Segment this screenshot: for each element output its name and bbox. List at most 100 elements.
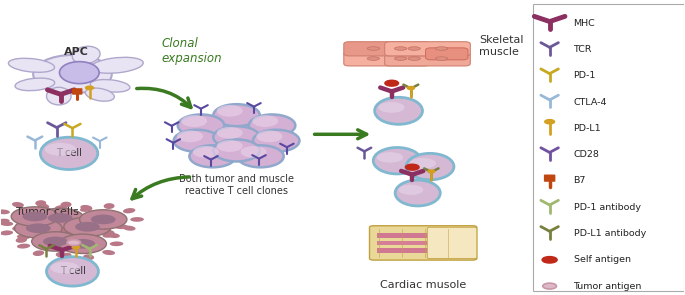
Ellipse shape [216, 105, 242, 117]
Ellipse shape [110, 241, 123, 246]
Text: B7: B7 [573, 176, 586, 186]
Ellipse shape [406, 153, 454, 180]
Ellipse shape [82, 239, 96, 244]
Ellipse shape [40, 137, 98, 170]
Text: CD28: CD28 [573, 150, 599, 159]
Text: Cardiac musole: Cardiac musole [380, 281, 466, 291]
Text: T cell: T cell [56, 148, 82, 158]
Ellipse shape [0, 230, 13, 235]
FancyArrowPatch shape [132, 177, 189, 199]
Ellipse shape [54, 223, 67, 228]
Text: CTLA-4: CTLA-4 [573, 98, 607, 106]
Ellipse shape [36, 208, 84, 228]
Text: PD-L1: PD-L1 [573, 124, 601, 133]
Ellipse shape [81, 228, 92, 234]
Ellipse shape [75, 222, 100, 232]
Ellipse shape [0, 219, 10, 224]
Ellipse shape [16, 214, 27, 219]
Ellipse shape [0, 221, 13, 226]
Ellipse shape [12, 202, 24, 207]
Text: PD-1: PD-1 [573, 71, 596, 80]
Ellipse shape [0, 209, 10, 214]
Ellipse shape [45, 246, 58, 251]
Bar [377, 248, 469, 253]
Text: PD-L1 antibody: PD-L1 antibody [573, 229, 646, 238]
Ellipse shape [16, 237, 27, 243]
Ellipse shape [256, 130, 282, 142]
Ellipse shape [395, 57, 407, 60]
Ellipse shape [14, 219, 62, 238]
Ellipse shape [123, 226, 136, 231]
Ellipse shape [71, 239, 95, 249]
Ellipse shape [123, 208, 136, 213]
Ellipse shape [58, 235, 71, 240]
Ellipse shape [192, 146, 219, 158]
Text: Tumor antigen: Tumor antigen [573, 282, 642, 291]
Ellipse shape [367, 47, 379, 50]
Circle shape [385, 80, 399, 86]
Ellipse shape [17, 244, 30, 249]
Ellipse shape [48, 213, 73, 223]
Ellipse shape [49, 229, 62, 234]
Ellipse shape [177, 114, 224, 137]
FancyBboxPatch shape [385, 52, 471, 66]
Circle shape [428, 170, 435, 173]
Text: Skeletal
muscle: Skeletal muscle [479, 35, 524, 57]
Ellipse shape [375, 97, 423, 124]
Ellipse shape [79, 224, 92, 229]
Text: Clonal
expansion: Clonal expansion [162, 37, 222, 65]
Circle shape [86, 86, 94, 90]
Ellipse shape [216, 127, 242, 139]
Text: Self antigen: Self antigen [573, 255, 631, 264]
Ellipse shape [22, 220, 35, 225]
Ellipse shape [436, 47, 448, 50]
Ellipse shape [58, 217, 71, 222]
Ellipse shape [103, 203, 114, 209]
Ellipse shape [103, 232, 115, 238]
Ellipse shape [64, 212, 78, 217]
Circle shape [408, 86, 414, 90]
Ellipse shape [72, 46, 100, 64]
Ellipse shape [11, 207, 58, 226]
Ellipse shape [47, 87, 71, 105]
Ellipse shape [55, 225, 66, 231]
Ellipse shape [60, 228, 72, 234]
Text: APC: APC [64, 47, 88, 57]
Bar [377, 241, 469, 245]
Ellipse shape [399, 185, 423, 195]
Ellipse shape [88, 237, 99, 243]
Ellipse shape [86, 88, 114, 101]
Ellipse shape [249, 114, 295, 137]
Circle shape [72, 245, 79, 249]
Ellipse shape [26, 223, 51, 233]
Ellipse shape [44, 237, 58, 242]
Ellipse shape [55, 252, 67, 258]
Ellipse shape [80, 206, 92, 212]
Ellipse shape [83, 254, 94, 260]
Ellipse shape [59, 234, 106, 253]
FancyBboxPatch shape [344, 52, 429, 66]
Ellipse shape [55, 205, 67, 210]
Ellipse shape [216, 140, 242, 152]
Ellipse shape [60, 202, 71, 208]
Ellipse shape [189, 145, 236, 167]
Ellipse shape [88, 211, 99, 216]
Ellipse shape [174, 130, 220, 152]
Text: Both tumor and muscle
reactive T cell clones: Both tumor and muscle reactive T cell cl… [179, 174, 294, 196]
Ellipse shape [252, 115, 278, 127]
Ellipse shape [395, 180, 440, 206]
Ellipse shape [64, 217, 111, 237]
Ellipse shape [35, 227, 47, 233]
Ellipse shape [62, 214, 75, 219]
Ellipse shape [213, 104, 260, 126]
Text: TCR: TCR [573, 45, 592, 54]
Ellipse shape [79, 210, 127, 229]
Ellipse shape [213, 140, 260, 161]
Circle shape [406, 164, 419, 170]
Ellipse shape [181, 115, 207, 127]
Ellipse shape [38, 212, 49, 218]
Text: T cell: T cell [60, 266, 86, 276]
Ellipse shape [38, 227, 49, 232]
Ellipse shape [12, 225, 24, 231]
FancyBboxPatch shape [385, 42, 471, 56]
